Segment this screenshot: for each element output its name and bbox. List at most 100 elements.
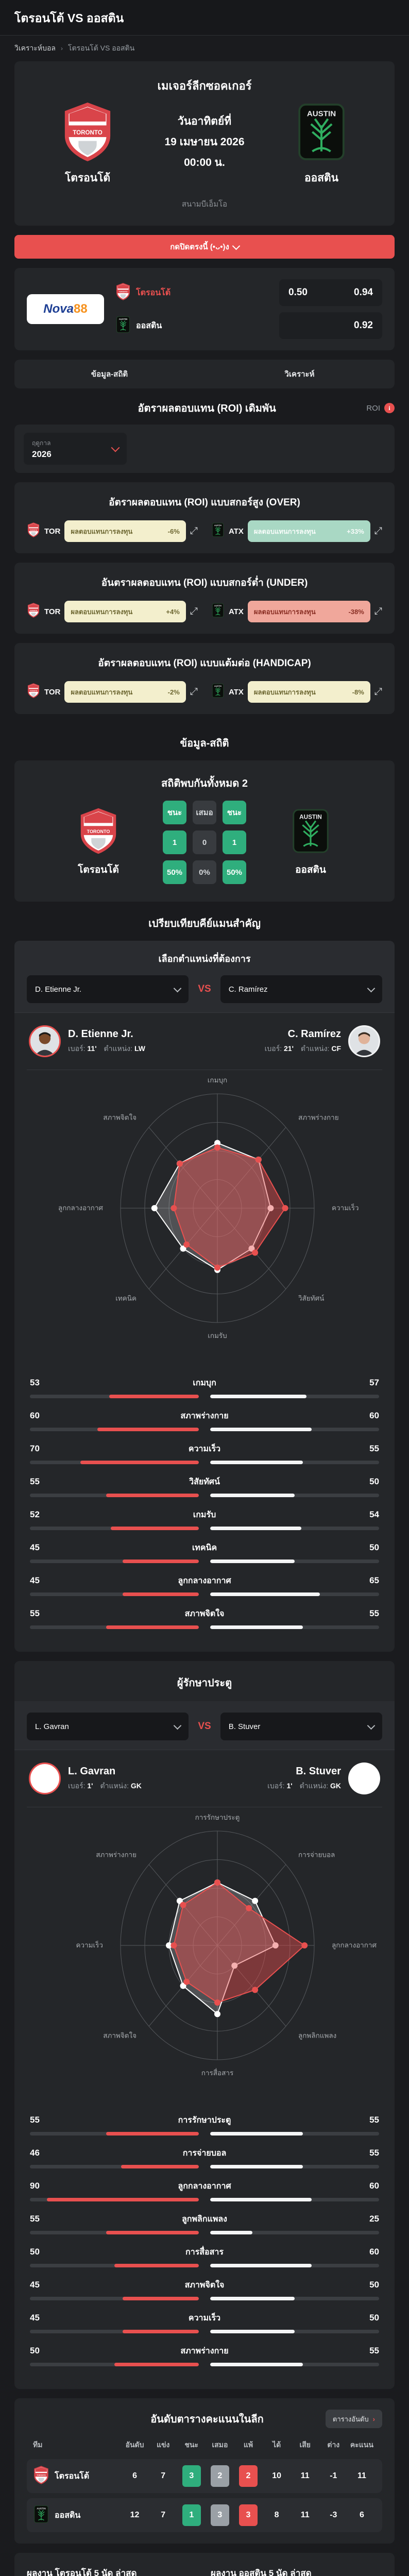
- draw-cell: 3: [210, 2504, 229, 2526]
- stat-row: 50 การสื่อสาร 60: [30, 2246, 379, 2267]
- away-stat-track: [210, 2231, 379, 2234]
- toronto-crest-icon: TORONTO: [27, 603, 40, 618]
- away-player-avatar: [348, 1025, 380, 1057]
- toronto-crest-icon: TORONTO: [64, 103, 111, 161]
- roi-section-title: อันตราผลตอบแทน (ROI) แบบสกอร์ต่ำ (UNDER): [101, 578, 308, 588]
- away-odds-price: 0.92: [354, 320, 373, 331]
- gk-radar-chart: การรักษาประตู การจ่ายบอล ลูกกลางอากาศ ลูกพล…: [27, 1807, 382, 2098]
- roi-bar-label: ผลตอบแทนการลงทุน: [71, 527, 133, 535]
- league-table-card: อันดับตารางคะแนนในลีก ตารางอันดับ › ทีมอ…: [14, 2398, 395, 2544]
- stat-away-value: 60: [369, 2247, 379, 2257]
- full-table-button[interactable]: ตารางอันดับ ›: [325, 2410, 382, 2428]
- goalkeeper-card: ผู้รักษาประตู L. Gavran VS B. Stuver L. …: [14, 1661, 395, 2389]
- stat-label: สภาพจิตใจ: [184, 2281, 225, 2290]
- season-select[interactable]: ฤดูกาล 2026: [24, 433, 127, 465]
- svg-text:TORONTO: TORONTO: [30, 529, 38, 531]
- roi-section-title: อัตราผลตอบแทน (ROI) แบบสกอร์สูง (OVER): [109, 497, 300, 508]
- breadcrumb-root[interactable]: วิเคราะห์บอล: [14, 44, 56, 52]
- bookmaker-logo[interactable]: Nova 88: [27, 294, 104, 324]
- h2h-badge: 0%: [193, 860, 216, 884]
- stat-away-value: 25: [369, 2214, 379, 2224]
- austin-crest-icon: AUSTIN: [212, 603, 224, 618]
- away-crest-icon: AUSTIN: [211, 522, 225, 540]
- svg-text:TORONTO: TORONTO: [30, 609, 38, 612]
- roi-bar-value: -2%: [167, 688, 180, 696]
- away-stat-track: [210, 1592, 379, 1596]
- stat-label: สภาพจิตใจ: [184, 1609, 225, 1618]
- venue: สนามบีเอ็มโอ: [181, 200, 228, 209]
- svg-text:สภาพจิตใจ: สภาพจิตใจ: [103, 1113, 137, 1122]
- expand-icon[interactable]: ⤢: [190, 686, 198, 697]
- h2h-result-grid: ชนะ เสมอ ชนะ 1 0 1 50% 0% 50%: [163, 801, 246, 884]
- expand-icon[interactable]: ⤢: [374, 686, 382, 697]
- svg-text:ลูกกลางอากาศ: ลูกกลางอากาศ: [332, 1941, 377, 1950]
- goals-against-cell: 11: [300, 2471, 310, 2480]
- tab-analysis[interactable]: วิเคราะห์: [284, 370, 315, 379]
- away-stat-track: [210, 1395, 379, 1398]
- home-stat-track: [30, 1428, 199, 1431]
- home-stat-track: [30, 1395, 199, 1398]
- away-stat-track: [210, 2264, 379, 2267]
- svg-text:การสื่อสาร: การสื่อสาร: [201, 2068, 233, 2077]
- bookmaker-name-part2: 88: [73, 302, 88, 316]
- expand-icon[interactable]: ⤢: [374, 526, 382, 536]
- away-odds-values[interactable]: 0.92: [279, 312, 382, 339]
- table-row[interactable]: AUSTIN ออสติน 12 7 1 3 3 8 11 -3 6: [27, 2498, 382, 2532]
- table-header-cell: แข่ง: [156, 2441, 170, 2449]
- stat-label: ลูกกลางอากาศ: [178, 2182, 231, 2191]
- table-row[interactable]: TORONTO โตรอนโต้ 6 7 3 2 2 10 11 -1 11: [27, 2459, 382, 2493]
- expand-icon[interactable]: ⤢: [190, 606, 198, 617]
- stat-home-value: 55: [30, 2115, 40, 2125]
- close-banner-button[interactable]: กดปิดตรงนี้ (•ᴗ•)ง: [14, 235, 395, 259]
- austin-crest-icon: AUSTIN: [298, 104, 345, 160]
- close-banner-label: กดปิดตรงนี้ (•ᴗ•)ง: [170, 243, 229, 251]
- gk-title: ผู้รักษาประตู: [177, 1677, 232, 1689]
- h2h-badge: 50%: [223, 860, 246, 884]
- stat-row: 50 สภาพร่างกาย 55: [30, 2345, 379, 2366]
- keyman-radar-chart: เกมบุก สภาพร่างกาย ความเร็ว วิสัยทัศน์ เกมรั…: [27, 1070, 382, 1361]
- home-roi-bar: ผลตอบแทนการลงทุน +4%: [64, 601, 186, 622]
- roi-bar-value: -8%: [352, 688, 364, 696]
- tab-stats[interactable]: ข้อมูล-สถิติ: [91, 370, 128, 379]
- expand-icon[interactable]: ⤢: [190, 526, 198, 536]
- away-stat-track: [210, 2330, 379, 2333]
- h2h-badge: 1: [223, 831, 246, 854]
- stat-row: 45 ความเร็ว 50: [30, 2312, 379, 2333]
- away-team-logo: AUSTIN: [290, 808, 331, 856]
- goal-diff-cell: -3: [330, 2511, 337, 2519]
- stat-home-value: 45: [30, 1543, 40, 1552]
- stats-section-title: ข้อมูล-สถิติ: [180, 738, 229, 749]
- away-crest-icon: AUSTIN: [211, 683, 225, 701]
- roi-bar-label: ผลตอบแทนการลงทุน: [253, 607, 316, 616]
- table-header-cell: ชนะ: [184, 2441, 199, 2449]
- away-player-select[interactable]: C. Ramírez: [220, 975, 383, 1003]
- stat-row: 45 สภาพจิตใจ 50: [30, 2279, 379, 2300]
- home-odds-values[interactable]: 0.50 0.94: [279, 279, 382, 306]
- away-form-title: ผลงาน ออสติน 5 นัด ล่าสุด: [211, 2568, 312, 2576]
- keyman-stat-bars: 53 เกมบุก 57 60 สภาพร่างกาย 60 70 ความเร…: [27, 1361, 382, 1629]
- svg-text:การรักษาประตู: การรักษาประตู: [195, 1814, 240, 1822]
- stat-label: เทคนิค: [192, 1544, 217, 1552]
- chevron-down-icon: [367, 984, 376, 992]
- home-stat-track: [30, 2330, 199, 2333]
- svg-text:ความเร็ว: ความเร็ว: [332, 1203, 359, 1212]
- away-gk-select[interactable]: B. Stuver: [220, 1713, 383, 1740]
- expand-icon[interactable]: ⤢: [374, 606, 382, 617]
- away-stat-track: [210, 2297, 379, 2300]
- win-cell: 1: [182, 2504, 201, 2526]
- recent-form-card: ผลงาน โตรอนโต้ 5 นัด ล่าสุด 12/04/2026 T…: [14, 2553, 395, 2576]
- home-gk-select[interactable]: L. Gavran: [27, 1713, 189, 1740]
- home-crest-icon: TORONTO: [27, 522, 40, 540]
- away-player-name: C. Ramírez: [287, 1028, 341, 1040]
- home-player-select-value: D. Etienne Jr.: [35, 985, 82, 994]
- chevron-down-icon: [367, 1721, 376, 1730]
- rank-cell: 6: [132, 2471, 137, 2480]
- home-roi-bar: ผลตอบแทนการลงทุน -2%: [64, 681, 186, 703]
- svg-text:AUSTIN: AUSTIN: [307, 110, 336, 118]
- home-gk-info: L. Gavran เบอร์: 1' ตำแหน่ง: GK: [29, 1762, 142, 1794]
- home-player-select[interactable]: D. Etienne Jr.: [27, 975, 189, 1003]
- stat-home-value: 45: [30, 2280, 40, 2290]
- svg-text:AUSTIN: AUSTIN: [214, 605, 221, 607]
- info-icon[interactable]: i: [384, 403, 395, 413]
